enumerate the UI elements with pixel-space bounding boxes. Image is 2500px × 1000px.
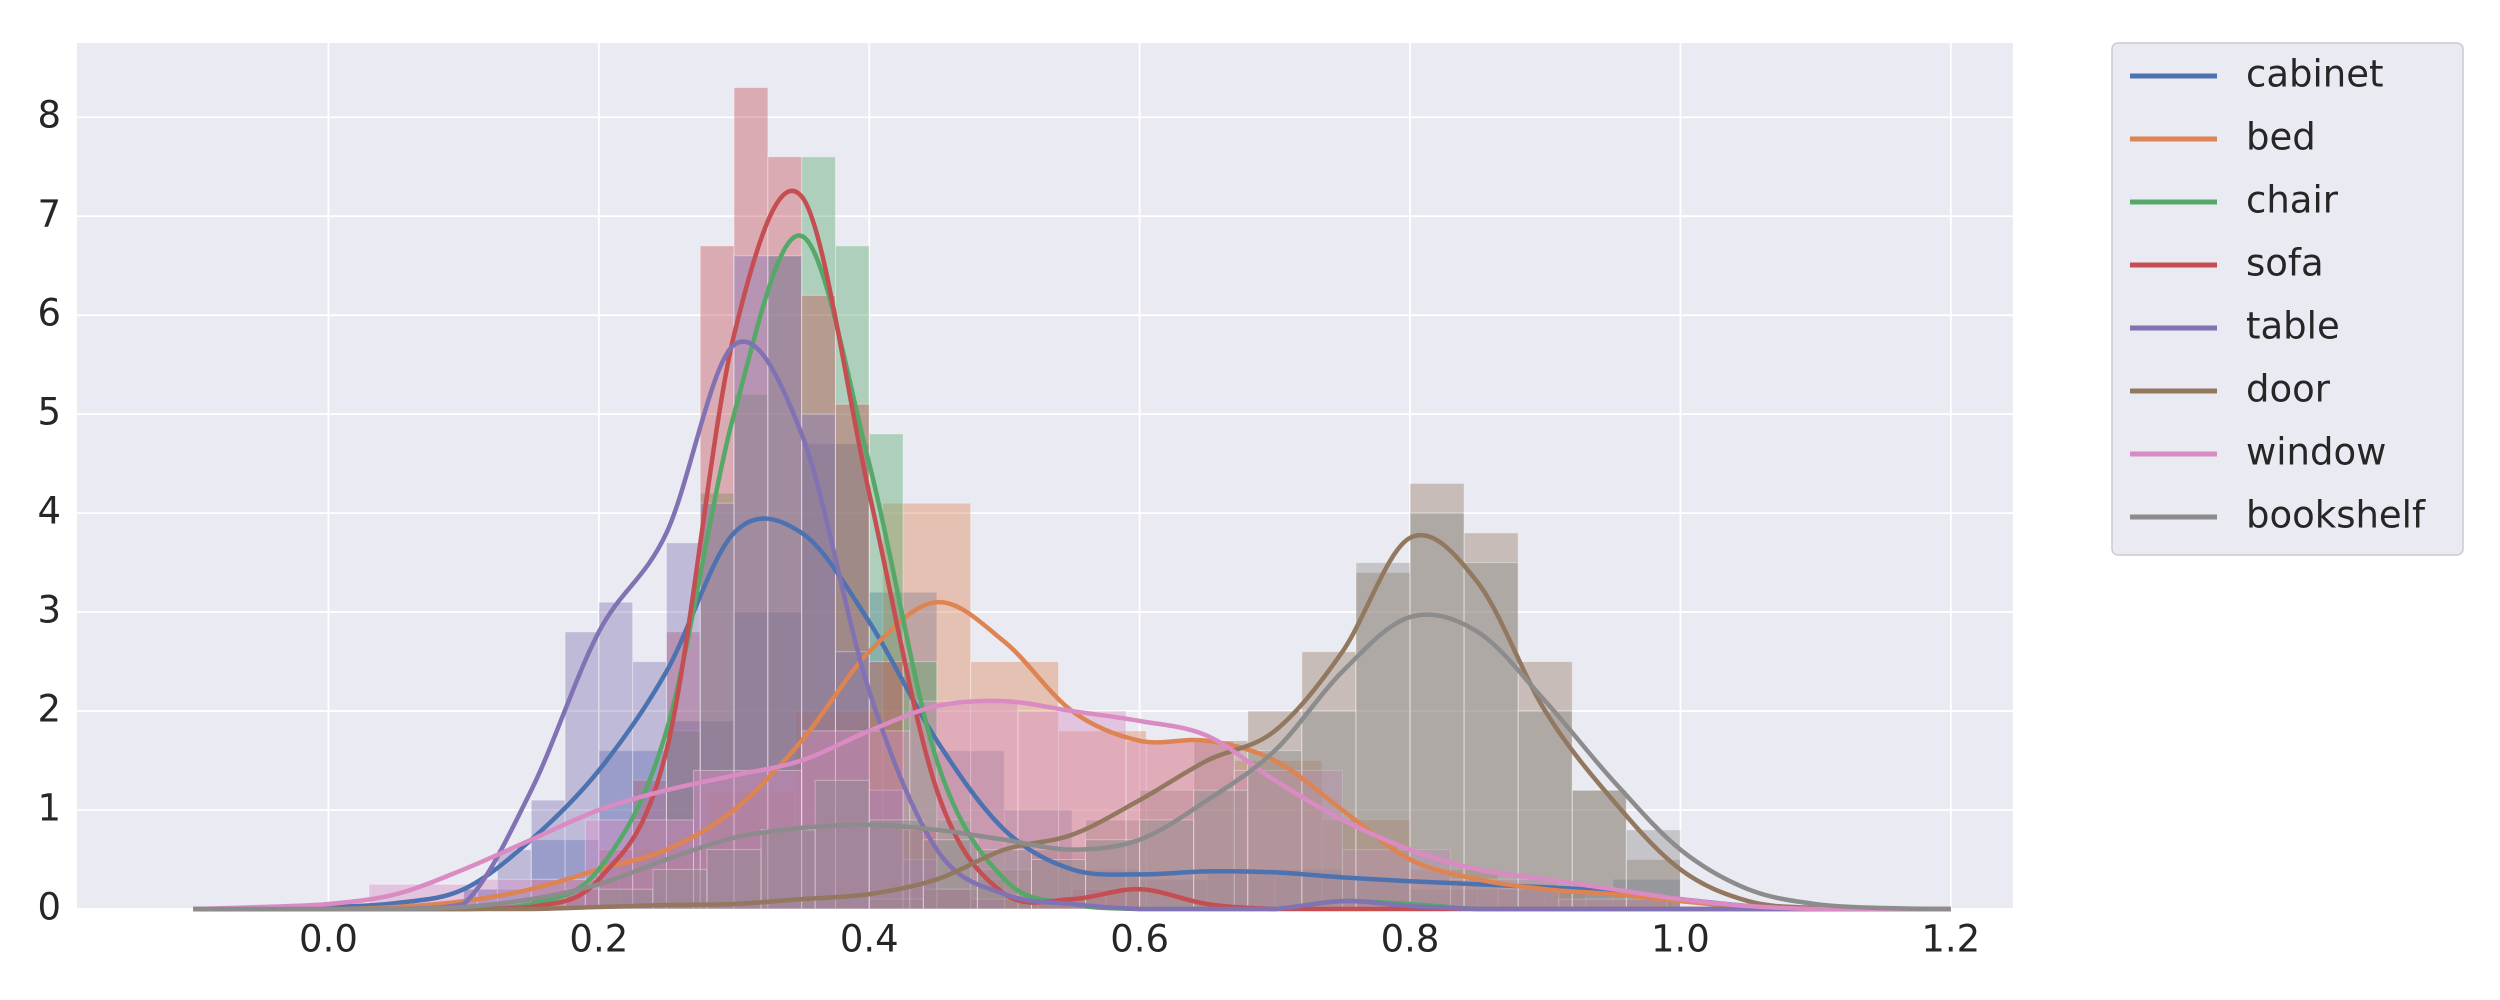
legend-label: window — [2246, 431, 2386, 474]
hist-bar — [1003, 809, 1073, 910]
y-tick-label: 5 — [37, 391, 61, 434]
hist-bar — [733, 393, 769, 910]
x-tick-label: 0.6 — [1110, 918, 1169, 961]
legend-label: bookshelf — [2246, 494, 2426, 537]
hist-bar — [801, 443, 870, 910]
legend — [2111, 42, 2464, 556]
hist-bar — [665, 631, 701, 910]
hist-bar — [733, 611, 803, 910]
kde-line — [193, 533, 1951, 912]
kde-line — [193, 599, 1951, 912]
plot-area — [77, 43, 2013, 909]
hist-bar — [767, 255, 803, 910]
hist-bar — [706, 789, 796, 910]
kde-line — [193, 698, 1951, 912]
legend-label: sofa — [2246, 242, 2324, 285]
legend-label: door — [2246, 368, 2331, 411]
hist-bar — [882, 502, 972, 910]
kde-line — [193, 339, 1951, 912]
legend-label: table — [2246, 305, 2340, 348]
x-tick-label: 0.8 — [1381, 918, 1440, 961]
y-tick-label: 0 — [37, 886, 61, 929]
hist-bar — [834, 651, 870, 910]
x-tick-label: 1.2 — [1921, 918, 1980, 961]
hist-bar — [1409, 512, 1465, 910]
legend-label: bed — [2246, 116, 2316, 159]
y-tick-label: 7 — [37, 193, 61, 236]
kde-line — [193, 612, 1951, 912]
hist-bar — [692, 769, 803, 910]
hist-bar — [936, 888, 972, 910]
hist-bar — [814, 779, 870, 910]
legend-label: chair — [2246, 179, 2339, 222]
hist-bar — [1206, 868, 1276, 910]
y-tick-label: 2 — [37, 688, 61, 731]
hist-bar — [665, 730, 701, 910]
y-tick-label: 4 — [37, 490, 61, 533]
hist-bar — [665, 720, 735, 910]
x-tick-label: 0.4 — [840, 918, 899, 961]
y-tick-label: 6 — [37, 292, 61, 335]
hist-bar — [767, 156, 803, 910]
hist-bar — [706, 849, 762, 910]
hist-bar — [922, 888, 978, 910]
hist-bar — [1321, 819, 1411, 910]
y-tick-label: 8 — [37, 94, 61, 137]
hist-bar — [530, 799, 566, 910]
hist-bar — [767, 255, 803, 910]
hist-bar — [868, 898, 924, 910]
x-tick-label: 1.0 — [1651, 918, 1710, 961]
x-tick-label: 0.0 — [299, 918, 358, 961]
kde-lines — [193, 188, 1951, 912]
legend-label: cabinet — [2246, 53, 2384, 96]
hist-bar — [1125, 740, 1235, 910]
tick-labels: 0.0 0.2 0.4 0.6 0.8 1.0 1.2 0 1 2 3 4 5 6 7 8 — [37, 94, 1980, 961]
hist-bar — [1463, 532, 1519, 910]
hist-bar — [936, 888, 972, 910]
legend-entries: cabinet bed chair sofa table door window booksh… — [2130, 53, 2426, 537]
x-tick-label: 0.2 — [569, 918, 628, 961]
hist-bar — [564, 631, 600, 910]
hist-bar — [760, 829, 816, 910]
hist-bar — [1193, 789, 1249, 910]
hist-bar — [652, 868, 708, 910]
y-tick-label: 1 — [37, 787, 61, 830]
hist-bar — [1463, 562, 1519, 910]
y-tick-label: 3 — [37, 589, 61, 632]
hist-bar — [1193, 740, 1249, 910]
hist-bar — [801, 294, 836, 910]
hist-bar — [868, 819, 924, 910]
hist-bar — [970, 898, 1005, 910]
hist-bar — [733, 255, 769, 910]
hist-bar — [970, 898, 1005, 910]
